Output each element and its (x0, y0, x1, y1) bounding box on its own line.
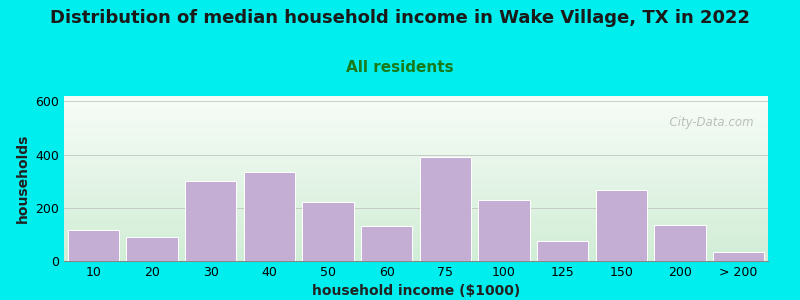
Bar (67, 230, 119, 261)
Y-axis label: households: households (16, 134, 30, 223)
Bar (185, 181, 237, 261)
Bar (361, 226, 413, 261)
X-axis label: household income ($1000): household income ($1000) (312, 284, 520, 298)
Bar (654, 225, 706, 261)
Bar (713, 252, 765, 261)
Bar (537, 241, 589, 261)
Bar (595, 190, 647, 261)
Text: City-Data.com: City-Data.com (662, 116, 754, 129)
Text: All residents: All residents (346, 60, 454, 75)
Bar (419, 157, 471, 261)
Bar (302, 202, 354, 261)
Bar (478, 200, 530, 261)
Bar (126, 237, 178, 261)
Text: Distribution of median household income in Wake Village, TX in 2022: Distribution of median household income … (50, 9, 750, 27)
Bar (243, 172, 295, 261)
